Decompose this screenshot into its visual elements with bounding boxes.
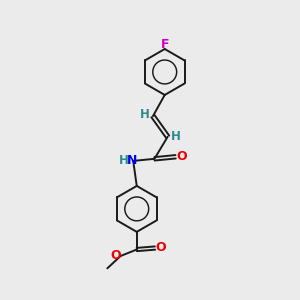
Text: N: N [127, 154, 137, 167]
Text: O: O [176, 150, 187, 163]
Text: O: O [156, 241, 166, 254]
Text: H: H [140, 108, 150, 121]
Text: H: H [170, 130, 180, 143]
Text: F: F [160, 38, 169, 50]
Text: O: O [110, 249, 121, 262]
Text: H: H [119, 154, 129, 167]
